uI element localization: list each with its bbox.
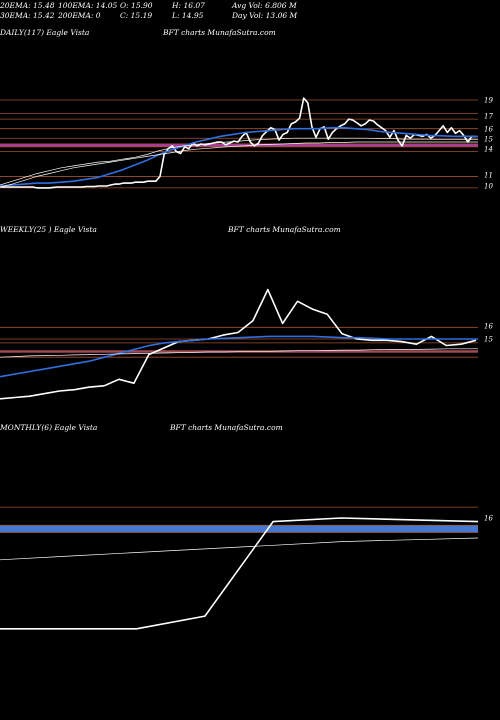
y-tick-label: 11 xyxy=(484,172,493,180)
stat-100ema: 100EMA: 14.05 xyxy=(58,1,118,10)
y-tick-label: 16 xyxy=(484,515,493,523)
stat-avg-volume: Avg Vol: 6.806 M xyxy=(232,1,297,10)
y-tick-label: 16 xyxy=(484,126,493,134)
series-ema-fast xyxy=(0,335,478,378)
chart-watermark: BFT charts MunafaSutra.com xyxy=(227,225,341,234)
stat-high: H: 16.07 xyxy=(172,1,205,10)
series-ema-slow xyxy=(0,537,479,561)
chart-panel-1: DAILY(117) Eagle Vista BFT charts MunafaS… xyxy=(0,28,493,191)
stat-200ema: 200EMA: 0 xyxy=(58,11,101,20)
stat-low: L: 14.95 xyxy=(172,11,204,20)
series-ema-slow xyxy=(0,137,478,186)
series-ema-slow-2 xyxy=(0,141,478,188)
y-tick-label: 10 xyxy=(484,183,493,191)
y-tick-label: 14 xyxy=(484,146,493,154)
y-tick-label: 15 xyxy=(484,336,493,344)
stat-close: C: 15.19 xyxy=(120,11,153,20)
stat-30ema: 30EMA: 15.42 xyxy=(0,11,55,20)
chart-panel-2: WEEKLY(25 ) Eagle Vista BFT charts Munafa… xyxy=(0,225,493,400)
chart-watermark: BFT charts MunafaSutra.com xyxy=(169,423,283,432)
chart-watermark: BFT charts MunafaSutra.com xyxy=(162,28,276,37)
support-band xyxy=(0,525,478,533)
stat-open: O: 15.90 xyxy=(120,1,153,10)
stat-day-volume: Day Vol: 13.06 M xyxy=(232,11,298,20)
y-tick-label: 19 xyxy=(484,97,493,105)
series-price xyxy=(0,288,477,400)
series-ema-slow xyxy=(0,348,478,358)
support-band xyxy=(0,143,478,147)
y-tick-label: 17 xyxy=(484,113,493,121)
series-ema-fast xyxy=(0,126,479,187)
chart-title: WEEKLY(25 ) Eagle Vista xyxy=(0,225,97,234)
y-tick-label: 16 xyxy=(484,323,493,331)
chart-title: DAILY(117) Eagle Vista xyxy=(0,28,89,37)
y-tick-label: 15 xyxy=(484,136,493,144)
chart-panel-3: MONTHLY(6) Eagle Vista BFT charts MunafaS… xyxy=(0,423,493,630)
series-price xyxy=(0,97,477,189)
series-price xyxy=(0,517,479,630)
chart-title: MONTHLY(6) Eagle Vista xyxy=(0,423,97,432)
stat-20ema: 20EMA: 15.48 xyxy=(0,1,55,10)
